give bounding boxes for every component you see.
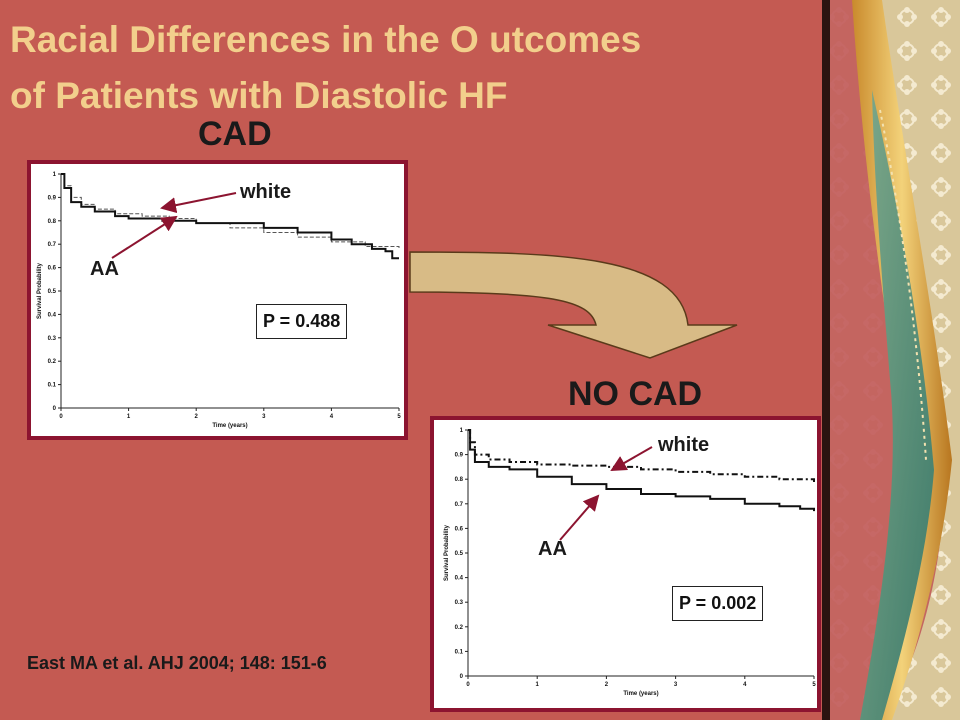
decorative-side-panel	[822, 0, 960, 720]
arrow-aa-no-cad	[559, 494, 600, 541]
y-axis-title: Survival Probability	[444, 524, 450, 581]
x-tick-label: 5	[397, 414, 401, 420]
y-tick-label: 0.1	[48, 383, 57, 389]
y-tick-label: 0.1	[455, 649, 464, 655]
label-white-cad: white	[240, 181, 292, 203]
y-tick-label: 0.3	[48, 336, 57, 342]
p-value-cad: P = 0.488	[256, 304, 348, 339]
citation: East MA et al. AHJ 2004; 148: 151-6	[27, 653, 327, 673]
arrow-aa-cad	[111, 215, 178, 259]
x-tick-label: 3	[262, 414, 266, 420]
y-tick-label: 0.8	[48, 219, 57, 225]
title-line-1: Racial Differences in the O utcomes	[10, 19, 642, 60]
chart-frame-cad: 0 0.1 0.2 0.3 0.4 0.5 0.6 0.7 0.8 0.9 1 0 1 2 3 4 5 Time …	[27, 160, 408, 440]
x-tick-label: 4	[743, 682, 747, 688]
y-tick-label: 0.2	[48, 359, 57, 365]
transition-arrow	[409, 251, 738, 359]
p-value-no-cad: P = 0.002	[672, 586, 764, 621]
y-tick-label: 0.4	[48, 312, 57, 318]
y-tick-label: 0.6	[455, 526, 464, 532]
y-tick-label: 0.5	[455, 551, 464, 557]
series-line-aa	[61, 173, 399, 260]
series-line-aa	[468, 429, 815, 512]
x-tick-label: 5	[812, 682, 816, 688]
y-tick-label: 1	[460, 428, 464, 434]
x-axis-title: Time (years)	[212, 423, 247, 429]
x-tick-label: 0	[59, 414, 63, 420]
survival-chart-cad: 0 0.1 0.2 0.3 0.4 0.5 0.6 0.7 0.8 0.9 1 0 1 2 3 4 5 Time …	[37, 172, 401, 429]
series-line-white	[468, 429, 815, 485]
arrow-white-no-cad	[610, 446, 653, 471]
chart-heading-cad: CAD	[198, 115, 272, 153]
x-tick-label: 2	[605, 682, 609, 688]
chart-heading-no-cad: NO CAD	[568, 375, 703, 413]
y-tick-label: 0.7	[455, 502, 464, 508]
y-tick-label: 0	[460, 674, 464, 680]
y-axis-title: Survival Probability	[37, 262, 43, 319]
x-axis-title: Time (years)	[623, 691, 658, 697]
y-tick-label: 0.9	[48, 195, 57, 201]
y-tick-label: 0.5	[48, 289, 57, 295]
label-aa-no-cad: AA	[538, 538, 567, 560]
label-aa-cad: AA	[90, 258, 119, 280]
y-tick-label: 0.9	[455, 453, 464, 459]
x-tick-label: 2	[195, 414, 199, 420]
y-tick-label: 0	[53, 406, 57, 412]
x-tick-label: 4	[330, 414, 334, 420]
slide-title: Racial Differences in the O utcomes of P…	[10, 12, 790, 123]
title-line-2: of Patients with Diastolic HF	[10, 74, 508, 116]
x-tick-label: 1	[127, 414, 131, 420]
y-tick-label: 0.7	[48, 242, 57, 248]
survival-chart-no-cad: 0 0.1 0.2 0.3 0.4 0.5 0.6 0.7 0.8 0.9 1 0 1 2 3 4 5 Time …	[444, 428, 816, 697]
x-tick-label: 3	[674, 682, 678, 688]
y-tick-label: 1	[53, 172, 57, 178]
y-tick-label: 0.3	[455, 600, 464, 606]
y-tick-label: 0.4	[455, 576, 464, 582]
x-tick-label: 0	[466, 682, 470, 688]
y-tick-label: 0.6	[48, 266, 57, 272]
y-tick-label: 0.8	[455, 477, 464, 483]
label-white-no-cad: white	[658, 434, 710, 456]
arrow-white-cad	[160, 192, 237, 214]
x-tick-label: 1	[536, 682, 540, 688]
y-tick-label: 0.2	[455, 625, 464, 631]
